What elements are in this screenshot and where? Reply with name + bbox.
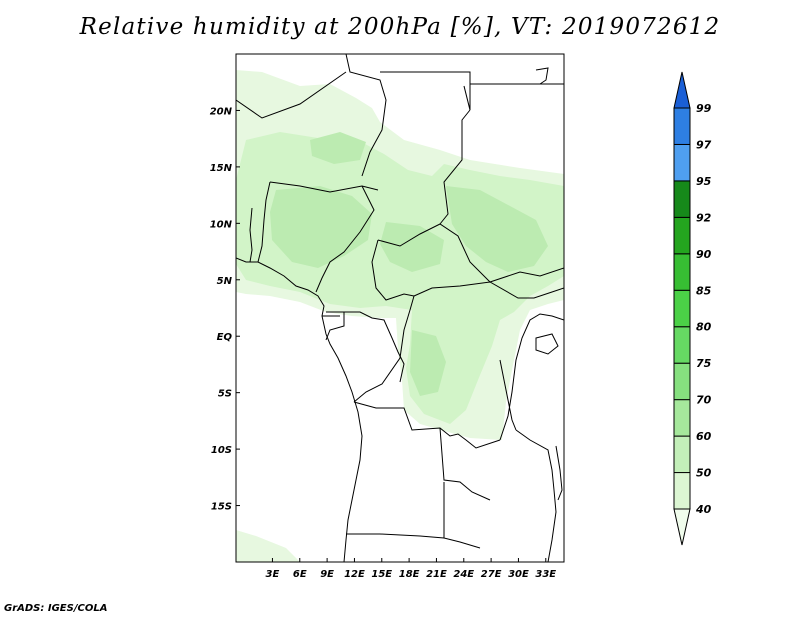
colorbar-label: 50 [696, 467, 712, 480]
border-west-nigeria [257, 181, 271, 263]
lat-tick-label: 10N [210, 219, 233, 230]
lon-tick-label: 24E [453, 569, 474, 580]
axes-ticks: 3E 6E 9E 12E 15E 18E 21E 24E 27E 30E 33E 20N 15N 10N 5… [210, 106, 557, 580]
humidity-contour-60-e [310, 132, 366, 164]
lon-tick-label: 33E [535, 569, 556, 580]
border-libya-niger [345, 54, 387, 177]
humidity-contour-60-a [270, 186, 372, 268]
colorbar-label: 85 [696, 284, 712, 297]
border-cameroon-car [371, 239, 415, 301]
colorbar-label: 80 [696, 321, 712, 334]
colorbar-segment [673, 435, 691, 474]
lat-tick-label: 5S [218, 389, 232, 400]
border-mozambique [515, 429, 557, 562]
colorbar-upper-arrow [673, 71, 691, 109]
country-borders [236, 54, 564, 562]
border-angola-zambia [439, 427, 491, 501]
border-car-drc [413, 281, 564, 299]
colorbar-lower-arrow [673, 508, 691, 546]
border-nile [463, 85, 471, 111]
lat-tick-label: 5N [217, 276, 233, 287]
colorbar-segment [673, 289, 691, 328]
humidity-contour-40-sw [236, 530, 300, 562]
lat-tick-label: 10S [211, 445, 232, 456]
colorbar-segment [673, 143, 691, 182]
border-congo-drc [353, 295, 415, 403]
colorbar-segment [673, 253, 691, 291]
colorbar-label: 90 [696, 248, 712, 261]
border-algeria-mali [236, 71, 347, 119]
colorbar-segment [673, 472, 691, 510]
lat-tick-label: 15N [210, 163, 233, 174]
map-title: Relative humidity at 200hPa [%], VT: 201… [79, 14, 721, 40]
border-congo-gabon [326, 311, 405, 383]
lon-tick-label: 30E [508, 569, 529, 580]
colorbar-segment [673, 180, 691, 218]
colorbar-label: 97 [696, 138, 712, 151]
colorbar-segment [673, 326, 691, 364]
border-namibia [346, 533, 481, 549]
lat-tick-label: EQ [217, 332, 233, 343]
colorbar-label: 92 [696, 211, 712, 224]
map-frame [235, 53, 565, 563]
border-libya-east [380, 71, 471, 110]
colorbar-label: 95 [696, 175, 712, 188]
colorbar-label: 40 [695, 503, 712, 516]
colorbar-label: 75 [696, 357, 712, 370]
lat-tick-label: 20N [210, 106, 233, 117]
humidity-contour-60-b [446, 186, 548, 272]
lake-malawi [555, 445, 563, 501]
lon-tick-label: 15E [371, 569, 392, 580]
colorbar-segment [673, 107, 691, 145]
colorbar-segment [673, 399, 691, 437]
humidity-contour-60-c [380, 222, 444, 272]
humidity-field [236, 70, 564, 562]
border-south-sudan [489, 267, 564, 283]
lon-tick-label: 9E [320, 569, 334, 580]
border-drc-angola [353, 401, 501, 449]
border-lake-tanganyika [499, 359, 517, 431]
border-chad-sudan [439, 109, 471, 225]
border-niger-nigeria [269, 181, 379, 193]
colorbar-segment [673, 216, 691, 255]
lon-tick-label: 3E [266, 569, 280, 580]
colorbar-label: 70 [696, 394, 712, 407]
lat-tick-label: 15S [211, 502, 232, 513]
border-nigeria-cameroon [315, 185, 375, 293]
colorbar: 40 50 60 70 75 80 85 90 92 95 97 99 [673, 71, 712, 546]
border-lake-victoria [535, 333, 559, 355]
border-gabon-interior [325, 312, 345, 341]
coast-red-sea [535, 67, 549, 85]
lon-tick-label: 18E [399, 569, 420, 580]
lon-tick-label: 21E [426, 569, 447, 580]
colorbar-segment [673, 362, 691, 401]
lon-tick-label: 27E [481, 569, 502, 580]
lon-tick-label: 12E [344, 569, 365, 580]
lon-tick-label: 6E [293, 569, 307, 580]
grads-credit: GrADS: IGES/COLA [4, 603, 108, 614]
border-chad-car [377, 223, 491, 283]
colorbar-label: 60 [696, 430, 712, 443]
coastline-west-africa [236, 257, 363, 562]
border-benin [249, 207, 253, 263]
humidity-contour-60-d [410, 330, 446, 396]
colorbar-label: 99 [696, 102, 712, 115]
